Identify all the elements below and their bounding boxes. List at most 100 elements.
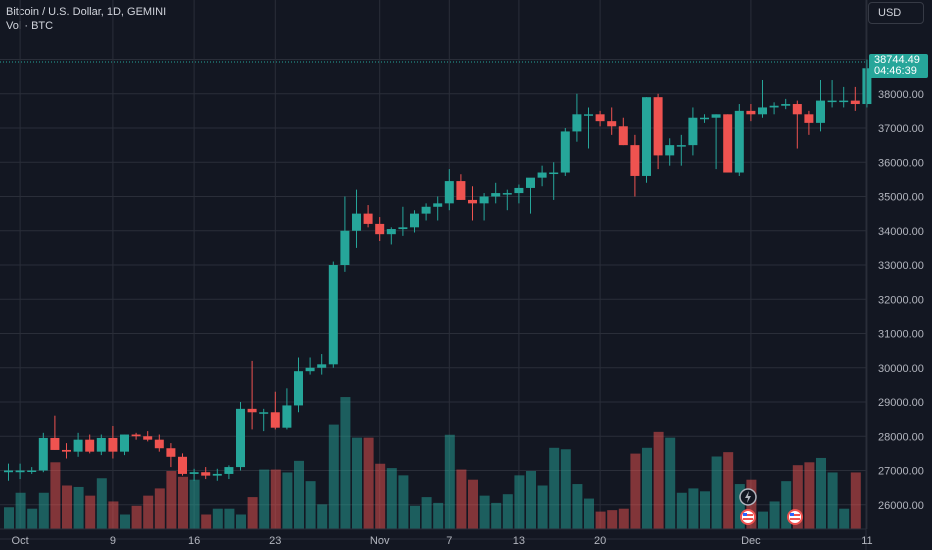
volume-bar (259, 469, 270, 529)
volume-bar (294, 460, 304, 529)
candle-body (444, 181, 454, 204)
volume-bar (630, 453, 641, 529)
candle (862, 59, 872, 108)
time-axis: Oct 9 16 23 Nov 7 13 20 Dec 11 (0, 528, 873, 547)
candle-body (456, 181, 466, 200)
flash-icon[interactable] (739, 488, 757, 506)
candle (375, 217, 385, 242)
candle-body (653, 97, 663, 156)
volume-bar (595, 511, 606, 529)
candle (270, 391, 280, 430)
candle-body (502, 193, 512, 195)
candle (38, 432, 48, 473)
price-axis: 26000.00 27000.00 28000.00 29000.00 30000.00… (865, 0, 924, 550)
candle (676, 134, 686, 166)
candle (827, 80, 837, 108)
candle (584, 107, 593, 149)
volume-bar (618, 508, 629, 529)
candle (247, 360, 257, 430)
candle (305, 357, 315, 375)
volume-bar (653, 431, 664, 529)
candle-body (154, 439, 164, 449)
candle-body (398, 227, 408, 230)
candle (758, 80, 767, 118)
volume-bar (120, 514, 130, 529)
us-flag-event-icon[interactable] (740, 509, 756, 525)
countdown-timer: 04:46:39 (874, 65, 917, 77)
candle (108, 425, 118, 459)
candle (398, 206, 408, 236)
candle-body (352, 213, 361, 231)
candle (154, 434, 164, 452)
candle-body (491, 193, 501, 197)
candle (259, 408, 269, 432)
candle (595, 110, 605, 127)
y-tick-label: 37000.00 (878, 123, 924, 135)
candle-body (38, 437, 48, 471)
candle-body (189, 472, 199, 474)
y-tick-label: 34000.00 (878, 226, 924, 238)
volume-bar (560, 449, 571, 529)
candle-body (827, 100, 837, 103)
candle (282, 388, 292, 430)
candle-body (816, 100, 825, 123)
volume-bar (526, 471, 536, 529)
candle (410, 210, 419, 233)
candle (479, 193, 489, 221)
x-tick-label: 23 (269, 535, 281, 547)
candle-body (96, 437, 106, 452)
volume-label: Vol · BTC (6, 20, 54, 32)
candle-body (479, 196, 489, 204)
volume-bar (131, 505, 142, 529)
chart-title: Bitcoin / U.S. Dollar, 1D, GEMINI (6, 6, 167, 18)
volume-bar (317, 504, 328, 529)
candle-body (108, 437, 118, 452)
candle-body (270, 412, 280, 428)
volume-bar (282, 472, 293, 529)
candle-body (862, 68, 872, 105)
volume-bar (305, 481, 316, 529)
y-tick-label: 31000.00 (878, 329, 924, 341)
volume-bar (375, 463, 386, 529)
y-tick-label: 35000.00 (878, 192, 924, 204)
candle-body (781, 104, 791, 106)
volume-bar (96, 478, 107, 529)
candle-body (537, 172, 547, 178)
candle (386, 227, 396, 245)
volume-bar (758, 511, 768, 529)
candle-body (665, 145, 675, 156)
candle-body (676, 145, 686, 147)
volume-bar (166, 471, 177, 529)
volume-bar (816, 457, 826, 529)
volume-bar (734, 484, 745, 529)
candle (630, 134, 640, 197)
candle-body (317, 364, 327, 368)
candle (444, 169, 454, 211)
candle (769, 102, 779, 115)
candle-body (804, 114, 814, 123)
candle-body (62, 449, 71, 452)
candle (792, 100, 802, 149)
candle (491, 182, 501, 204)
candle-body (212, 473, 222, 476)
candle-body (131, 434, 141, 437)
candle (850, 86, 860, 111)
us-flag-event-icon-2[interactable] (787, 509, 803, 525)
candle-body (595, 114, 605, 122)
candle (502, 189, 512, 211)
volume-bar (584, 498, 594, 529)
candle (189, 468, 199, 481)
volume-bar (444, 434, 455, 529)
candle (688, 107, 698, 156)
candle-body (572, 114, 582, 132)
candle (653, 93, 663, 170)
volume-bar (421, 497, 432, 529)
candle-body (734, 110, 744, 173)
candle (468, 186, 477, 221)
currency-button[interactable]: USD (868, 2, 924, 24)
candle-body (410, 213, 419, 228)
candle-body (514, 187, 524, 194)
volume-bar (15, 492, 26, 529)
volume-bar (270, 469, 281, 529)
